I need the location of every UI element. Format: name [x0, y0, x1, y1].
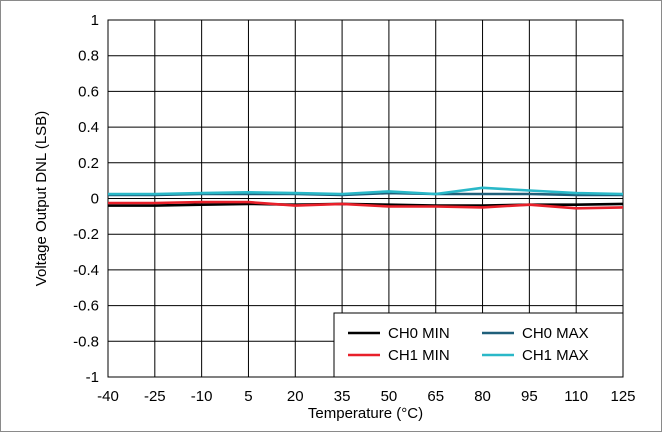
- legend-label-ch1-max: CH1 MAX: [522, 347, 589, 364]
- y-axis-title: Voltage Output DNL (LSB): [33, 111, 50, 286]
- series-lines: [108, 186, 624, 210]
- x-tick-label: 50: [381, 388, 398, 405]
- x-axis-title: Temperature (°C): [308, 405, 423, 422]
- y-tick-label: 0.6: [78, 83, 99, 100]
- legend-box: [333, 312, 624, 378]
- x-tick-label: 20: [287, 388, 304, 405]
- x-tick-label: 35: [334, 388, 351, 405]
- y-tick-label: -0.2: [73, 226, 99, 243]
- legend-label-ch1-min: CH1 MIN: [388, 347, 450, 364]
- y-tick-label: 1: [91, 12, 99, 29]
- x-tick-label: 110: [564, 388, 588, 405]
- y-tick-label: 0: [91, 191, 99, 208]
- y-tick-label: -1: [86, 369, 99, 386]
- y-tick-label: -0.8: [73, 333, 99, 350]
- y-tick-label: 0.4: [78, 119, 99, 136]
- x-tick-label: -25: [144, 388, 166, 405]
- legend-label-ch0-max: CH0 MAX: [522, 325, 589, 342]
- legend-label-ch0-min: CH0 MIN: [388, 325, 450, 342]
- series-line-ch1-max: [108, 186, 624, 196]
- x-tick-label: 95: [521, 388, 538, 405]
- tick-labels: -40 -25 -10 5 20 35 50 65 80 95 110 12510.80.60.40.…: [73, 12, 635, 405]
- y-tick-label: -0.6: [73, 298, 99, 315]
- legend: CH0 MIN CH0 MAX CH1 MIN CH1 MAX: [333, 312, 624, 378]
- x-tick-label: 80: [474, 388, 491, 405]
- series-line-ch1-min: [108, 200, 624, 210]
- x-tick-label: -10: [191, 388, 213, 405]
- x-tick-label: -40: [97, 388, 119, 405]
- x-tick-label: 65: [427, 388, 444, 405]
- y-tick-label: -0.4: [73, 262, 99, 279]
- x-tick-label: 125: [610, 388, 635, 405]
- y-tick-label: 0.2: [78, 155, 99, 172]
- y-tick-label: 0.8: [78, 48, 99, 65]
- x-tick-label: 5: [244, 388, 252, 405]
